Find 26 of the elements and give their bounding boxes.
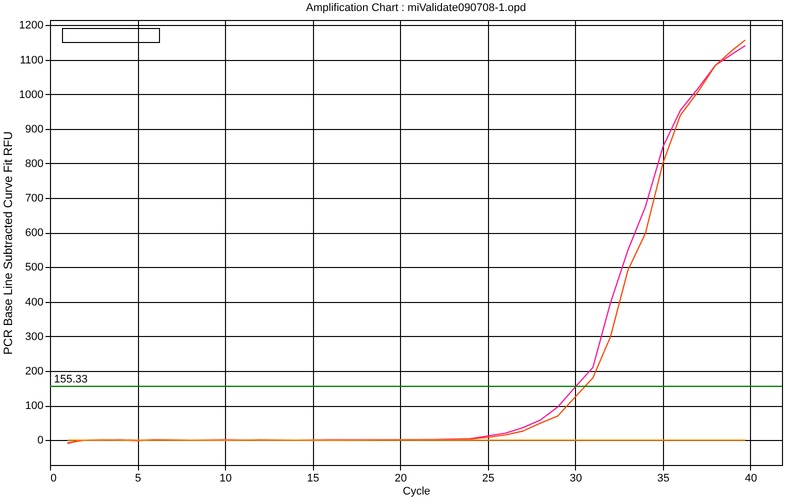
- y-tick-label: 300: [25, 330, 44, 343]
- y-tick-label: 800: [25, 158, 44, 170]
- y-axis-title: PCR Base Line Subtracted Curve Fit RFU: [1, 131, 16, 355]
- y-tick-label: 600: [25, 227, 44, 240]
- x-tick-label: 10: [219, 472, 232, 484]
- y-tick-label: 0: [37, 434, 44, 447]
- y-tick-label: 700: [25, 192, 44, 205]
- y-tick-label: 900: [25, 123, 44, 136]
- x-tick-label: 25: [482, 472, 494, 484]
- x-tick-label: 40: [744, 472, 758, 484]
- ref-line-label: 155.33: [54, 373, 88, 386]
- y-tick-label: 1000: [19, 88, 44, 101]
- y-tick-label: 400: [25, 296, 44, 308]
- y-tick-label: 100: [25, 400, 44, 412]
- x-tick-label: 30: [570, 472, 582, 484]
- x-tick-label: 0: [50, 472, 57, 484]
- y-tick-label: 1200: [19, 20, 44, 32]
- y-tick-label: 1100: [20, 54, 44, 66]
- chart-title: Amplification Chart : miValidate090708-1.opd: [306, 2, 526, 14]
- y-tick-label: 200: [25, 365, 44, 378]
- x-axis-title: Cycle: [402, 486, 430, 498]
- y-tick-label: 500: [25, 262, 44, 274]
- x-tick-label: 35: [657, 472, 670, 484]
- x-tick-label: 15: [307, 472, 320, 484]
- x-tick-label: 20: [394, 472, 407, 484]
- x-tick-label: 5: [134, 472, 142, 484]
